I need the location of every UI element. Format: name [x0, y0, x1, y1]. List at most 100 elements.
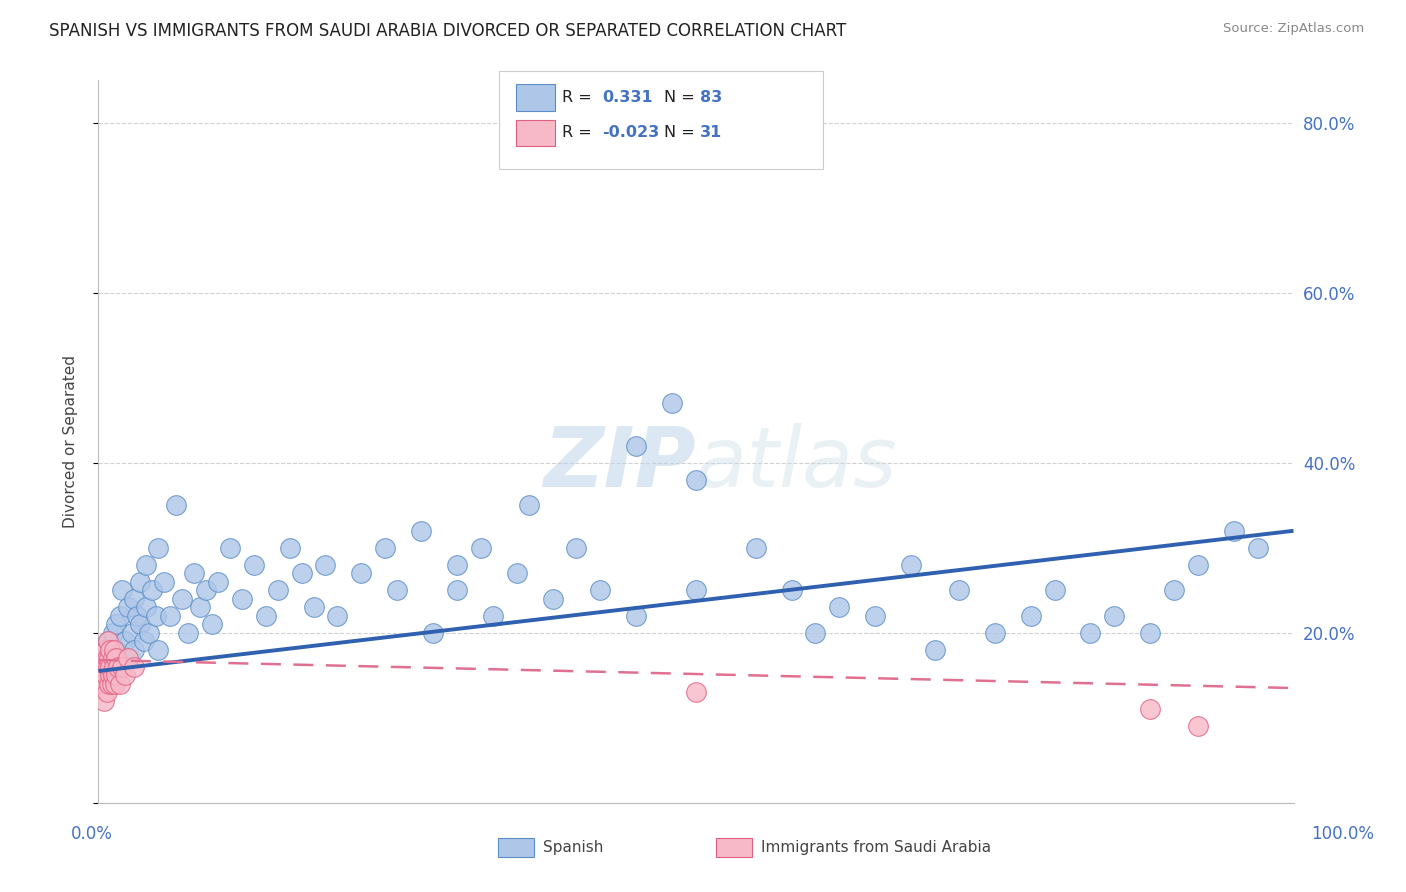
Point [97, 634, 120, 648]
Text: 31: 31 [700, 126, 723, 140]
Point [98, 642, 122, 657]
Text: 83: 83 [700, 90, 723, 104]
Point [411, 524, 433, 538]
Point [105, 668, 128, 682]
Text: 100.0%: 100.0% [1312, 825, 1374, 843]
Point [101, 668, 124, 682]
Point [254, 608, 277, 623]
Point [685, 685, 707, 699]
Point [159, 608, 181, 623]
Point [97, 634, 120, 648]
Point [1187, 558, 1209, 572]
Point [105, 642, 128, 657]
Y-axis label: Divorced or Separated: Divorced or Separated [63, 355, 77, 528]
Point [105, 651, 128, 665]
Point [129, 574, 152, 589]
Point [104, 677, 127, 691]
Point [153, 574, 176, 589]
Point [103, 642, 125, 657]
Point [183, 566, 205, 581]
Point [107, 660, 129, 674]
Point [626, 608, 648, 623]
Point [446, 583, 468, 598]
Point [1104, 608, 1126, 623]
Point [1187, 719, 1209, 733]
Point [101, 651, 124, 665]
Text: 0.0%: 0.0% [70, 825, 112, 843]
Point [470, 541, 492, 555]
Point [804, 625, 827, 640]
Point [1163, 583, 1185, 598]
Point [865, 608, 887, 623]
Point [98, 651, 121, 665]
Point [1247, 541, 1270, 555]
Text: Immigrants from Saudi Arabia: Immigrants from Saudi Arabia [761, 840, 991, 855]
Point [98, 660, 122, 674]
Point [117, 651, 139, 665]
Point [231, 591, 253, 606]
Text: Source: ZipAtlas.com: Source: ZipAtlas.com [1223, 22, 1364, 36]
Point [828, 600, 851, 615]
Point [129, 617, 152, 632]
Point [350, 566, 373, 581]
Point [114, 634, 136, 648]
Point [97, 660, 120, 674]
Point [124, 642, 146, 657]
Text: N =: N = [664, 90, 695, 104]
Point [135, 558, 157, 572]
Point [108, 677, 131, 691]
Point [1223, 524, 1246, 538]
Point [111, 660, 134, 674]
Point [121, 625, 143, 640]
Point [207, 574, 229, 589]
Point [124, 660, 146, 674]
Point [267, 583, 290, 598]
Point [135, 600, 157, 615]
Point [315, 558, 337, 572]
Point [101, 625, 124, 640]
Point [98, 677, 121, 691]
Text: R =: R = [562, 90, 592, 104]
Point [96, 685, 118, 699]
Point [541, 591, 564, 606]
Point [385, 583, 409, 598]
Point [685, 473, 707, 487]
Point [1139, 702, 1161, 716]
Point [105, 617, 128, 632]
Point [177, 625, 200, 640]
Point [94, 668, 117, 682]
Point [98, 668, 122, 682]
Point [98, 668, 122, 682]
Point [780, 583, 803, 598]
Point [91, 677, 114, 691]
Point [188, 600, 211, 615]
Point [422, 625, 444, 640]
Point [148, 541, 170, 555]
Point [124, 591, 146, 606]
Point [565, 541, 588, 555]
Point [481, 608, 505, 623]
Point [117, 600, 139, 615]
Point [291, 566, 314, 581]
Point [111, 660, 134, 674]
Point [326, 608, 349, 623]
Point [132, 634, 155, 648]
Point [589, 583, 612, 598]
Point [138, 625, 160, 640]
Point [96, 651, 118, 665]
Point [141, 583, 163, 598]
Point [103, 660, 125, 674]
Text: Spanish: Spanish [543, 840, 603, 855]
Point [924, 642, 946, 657]
Point [148, 642, 170, 657]
Point [1080, 625, 1102, 640]
Point [165, 498, 187, 512]
Point [93, 694, 115, 708]
Point [201, 617, 224, 632]
Point [506, 566, 529, 581]
Point [172, 591, 194, 606]
Point [900, 558, 922, 572]
Point [948, 583, 970, 598]
Point [626, 439, 648, 453]
Text: SPANISH VS IMMIGRANTS FROM SAUDI ARABIA DIVORCED OR SEPARATED CORRELATION CHART: SPANISH VS IMMIGRANTS FROM SAUDI ARABIA … [49, 22, 846, 40]
